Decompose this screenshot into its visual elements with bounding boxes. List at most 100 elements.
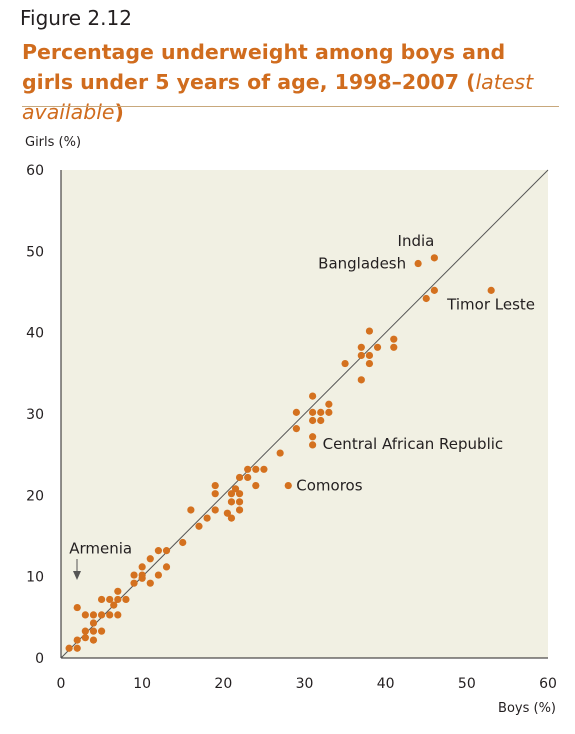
data-point (162, 563, 171, 571)
y-tick-label: 60 (26, 163, 44, 179)
annotation-label: Timor Leste (446, 295, 535, 313)
data-point (227, 490, 236, 498)
data-point (114, 587, 122, 595)
data-point (341, 359, 349, 368)
data-point (195, 522, 203, 530)
data-point (114, 595, 122, 604)
data-point (97, 627, 106, 635)
annotation-label: Armenia (69, 540, 132, 558)
x-tick-label: 10 (133, 676, 151, 692)
data-point (365, 327, 374, 335)
data-point (309, 433, 317, 441)
data-point (122, 595, 130, 604)
figure-label: Figure 2.12 (20, 6, 132, 30)
y-axis-ticks: 0 10 20 30 40 50 60 (26, 163, 44, 667)
data-point (81, 611, 89, 619)
data-point (252, 465, 260, 473)
annotation-label: Bangladesh (318, 255, 406, 273)
data-point (97, 611, 106, 619)
data-point (309, 392, 317, 400)
x-tick-label: 50 (458, 676, 476, 692)
data-point (138, 563, 146, 571)
data-point (106, 611, 114, 619)
data-point (325, 408, 333, 416)
data-point (325, 400, 333, 408)
data-point (365, 359, 374, 368)
title-italic: latest available (22, 70, 534, 124)
chart-title: Percentage underweight among boys and gi… (22, 37, 542, 127)
x-tick-label: 20 (214, 676, 232, 692)
y-axis-label: Girls (%) (25, 135, 81, 150)
x-tick-label: 30 (296, 676, 314, 692)
data-point (235, 473, 244, 482)
data-point (154, 547, 162, 555)
data-point (414, 259, 422, 268)
data-point (430, 254, 438, 262)
y-tick-label: 50 (26, 244, 44, 260)
data-point (487, 286, 495, 294)
data-point (89, 636, 98, 644)
armenia-arrow-head (73, 571, 81, 580)
data-point (73, 644, 81, 652)
data-point (211, 506, 219, 514)
y-tick-label: 20 (26, 488, 44, 504)
data-point (252, 481, 260, 490)
data-point (81, 627, 89, 635)
annotation-label: Comoros (296, 477, 362, 495)
data-point (235, 498, 244, 506)
data-point (203, 514, 211, 522)
data-point (187, 506, 195, 514)
data-point (130, 579, 138, 587)
data-point (81, 634, 89, 642)
data-point (154, 571, 162, 579)
x-axis-ticks: 0 10 20 30 40 50 60 (57, 676, 557, 692)
data-point (162, 547, 171, 555)
annotation-label: India (398, 232, 435, 250)
data-point (97, 595, 106, 604)
data-point (292, 408, 300, 416)
x-tick-label: 0 (57, 676, 66, 692)
data-point (422, 294, 430, 303)
data-point (231, 485, 240, 493)
data-point (276, 449, 284, 457)
data-point (146, 555, 154, 563)
data-point (357, 376, 365, 384)
data-point (89, 619, 98, 627)
data-point (430, 286, 438, 294)
data-point (73, 603, 81, 612)
data-point (211, 481, 219, 490)
data-point (138, 571, 146, 579)
data-point (223, 509, 231, 517)
data-point (89, 627, 98, 635)
data-point (73, 636, 81, 644)
x-axis-label: Boys (%) (498, 701, 556, 716)
y-tick-label: 0 (35, 651, 44, 667)
title-main: Percentage underweight among boys and gi… (22, 40, 506, 94)
data-point (317, 416, 325, 425)
data-point (357, 343, 365, 351)
data-point (284, 481, 292, 490)
data-point (114, 611, 122, 619)
data-point (65, 644, 73, 652)
data-point (357, 351, 365, 360)
data-point (390, 335, 398, 343)
y-tick-label: 30 (26, 407, 44, 423)
data-point (390, 343, 398, 351)
data-point (309, 408, 317, 416)
y-tick-label: 40 (26, 326, 44, 342)
data-point (110, 601, 118, 609)
data-point (373, 343, 382, 351)
data-point (211, 490, 219, 498)
x-tick-label: 60 (539, 676, 557, 692)
data-point (309, 441, 317, 449)
title-rule (22, 106, 559, 107)
data-point (365, 351, 374, 360)
data-point (130, 571, 138, 579)
annotations: India Bangladesh Timor Leste Central Africa… (69, 232, 535, 558)
data-point (292, 425, 300, 433)
data-points (65, 254, 495, 652)
data-point (235, 490, 244, 498)
data-point (309, 416, 317, 425)
data-point (106, 595, 114, 604)
